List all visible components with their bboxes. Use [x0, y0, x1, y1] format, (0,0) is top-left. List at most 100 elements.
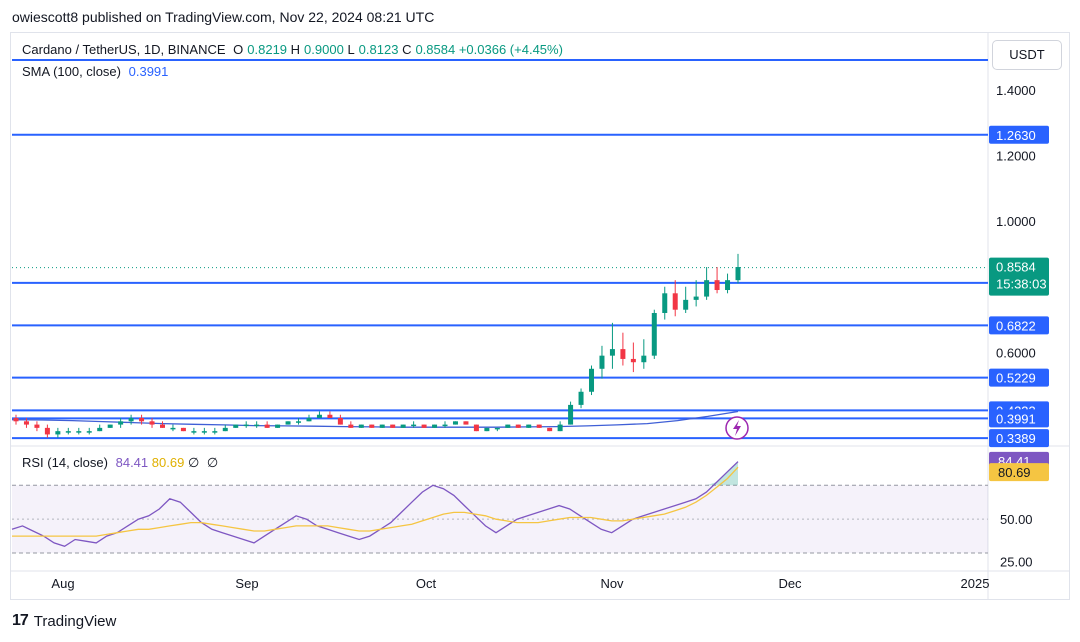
- candle-body: [641, 355, 647, 363]
- rsi-label: RSI (14, close): [22, 455, 108, 470]
- candle-body: [651, 312, 657, 356]
- candle-body: [191, 431, 197, 433]
- close-value: 0.8584: [415, 42, 456, 57]
- rsi-band: [12, 485, 988, 554]
- last-price-label: 0.8584: [996, 260, 1036, 275]
- rsi-ma-last-label: 80.69: [998, 465, 1031, 480]
- candle-body: [494, 427, 500, 430]
- candle-body: [411, 424, 417, 427]
- level-label: 1.2630: [996, 128, 1036, 143]
- level-tag: [989, 125, 1049, 144]
- candle-body: [149, 421, 155, 425]
- price-tick-label: 1.4000: [996, 83, 1036, 98]
- price-tick-label: 0.6000: [996, 345, 1036, 360]
- candle-body: [128, 418, 134, 422]
- candle-body: [201, 431, 207, 433]
- candle-body: [159, 424, 165, 428]
- sma-legend[interactable]: SMA (100, close) 0.3991: [22, 64, 168, 79]
- time-tick-label: Sep: [235, 576, 258, 591]
- time-tick-label: Oct: [416, 576, 437, 591]
- candle-body: [421, 424, 427, 428]
- candle-body: [484, 427, 490, 432]
- candle-body: [526, 424, 532, 428]
- low-label: L: [347, 42, 355, 57]
- candle-body: [23, 421, 29, 425]
- candle-body: [735, 267, 741, 281]
- currency-button[interactable]: USDT: [992, 40, 1062, 70]
- rsi-tick-label: 50.00: [1000, 512, 1033, 527]
- candle-body: [254, 424, 260, 427]
- candle-body: [337, 418, 343, 425]
- time-axis: Aug Sep Oct Nov Dec 2025: [51, 576, 989, 591]
- candle-body: [599, 355, 605, 369]
- rsi-overbought-fill: [706, 461, 738, 486]
- level-tag: [989, 368, 1049, 387]
- level-tag: [989, 409, 1049, 428]
- tradingview-brand: TradingView: [33, 612, 117, 630]
- candle-body: [568, 404, 574, 425]
- low-value: 0.8123: [358, 42, 399, 57]
- level-tag: [989, 429, 1049, 448]
- candle-body: [547, 427, 553, 432]
- tradingview-logo-icon: 17: [12, 612, 29, 629]
- candle-body: [86, 431, 92, 433]
- candle-body: [620, 349, 626, 359]
- candle-body: [13, 418, 19, 422]
- candle-body: [285, 421, 291, 425]
- candle-body: [672, 293, 678, 310]
- candle-body: [390, 424, 396, 428]
- level-label: 0.3991: [996, 411, 1036, 426]
- candle-body: [683, 299, 689, 310]
- rsi-extra-2: ∅: [206, 455, 219, 470]
- price-tick-label: 1.2000: [996, 148, 1036, 163]
- candle-body: [34, 424, 40, 428]
- last-price-tag: [989, 257, 1049, 296]
- candle-body: [463, 421, 469, 425]
- price-pane: [10, 33, 1070, 599]
- candle-body: [432, 424, 438, 428]
- candle-body: [212, 431, 218, 433]
- candle-body: [327, 414, 333, 419]
- candle-body: [693, 296, 699, 300]
- candle-body: [473, 424, 479, 432]
- chart-frame: [10, 32, 1070, 600]
- sma-label: SMA (100, close): [22, 64, 121, 79]
- time-tick-label: 2025: [961, 576, 990, 591]
- candle-body: [275, 424, 281, 428]
- time-tick-label: Nov: [600, 576, 624, 591]
- candle-body: [306, 418, 312, 422]
- candle-body: [515, 424, 521, 428]
- candle-body: [589, 368, 595, 392]
- symbol-name: Cardano / TetherUS, 1D, BINANCE: [22, 42, 226, 57]
- candle-body: [65, 431, 71, 433]
- high-label: H: [290, 42, 301, 57]
- candle-body: [264, 424, 270, 428]
- candle-body: [107, 424, 113, 428]
- price-axis: 1.26300.81190.68220.52290.42330.39910.33…: [989, 83, 1049, 570]
- rsi-legend[interactable]: RSI (14, close) 84.41 80.69 ∅ ∅: [22, 455, 222, 471]
- rsi-line: [11, 461, 739, 548]
- sma-line: [11, 410, 739, 428]
- candle-body: [55, 431, 61, 435]
- symbol-legend[interactable]: Cardano / TetherUS, 1D, BINANCE O 0.8219 …: [22, 42, 563, 57]
- candle-body: [369, 424, 375, 428]
- candle-body: [243, 424, 249, 427]
- candle-body: [725, 280, 731, 291]
- candle-body: [97, 427, 103, 432]
- publish-info: owiescott8 published on TradingView.com,…: [12, 9, 435, 25]
- candle-body: [170, 427, 176, 430]
- lightning-icon-glyph: [733, 420, 741, 436]
- candle-body: [536, 424, 542, 428]
- time-tick-label: Aug: [51, 576, 74, 591]
- candle-body: [630, 358, 636, 363]
- candle-body: [316, 414, 322, 419]
- candle-body: [348, 424, 354, 428]
- level-label: 0.3389: [996, 431, 1036, 446]
- open-label: O: [233, 42, 244, 57]
- candle-body: [44, 427, 50, 435]
- level-tag: [989, 316, 1049, 335]
- rsi-pane: [11, 461, 988, 554]
- level-label: 0.6822: [996, 318, 1036, 333]
